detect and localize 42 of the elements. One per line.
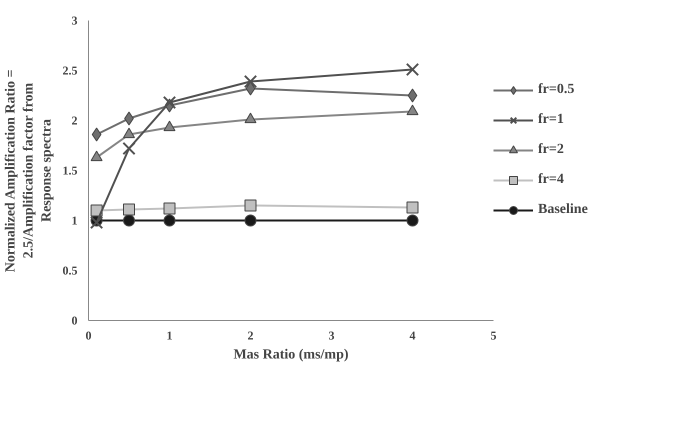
x-tick-label: 1	[166, 328, 172, 342]
x-tick-label: 4	[410, 328, 416, 342]
y-tick-label: 1	[72, 214, 78, 228]
point	[406, 62, 420, 76]
point	[164, 120, 176, 132]
point	[124, 112, 134, 126]
point	[406, 214, 418, 226]
point	[92, 128, 102, 142]
point	[246, 82, 256, 96]
point	[244, 214, 256, 226]
x-tick-label: 2	[248, 328, 254, 342]
x-tick-label: 0	[86, 328, 92, 342]
y-axis-title: Normalized Amplification Ratio = 2.5/Amplification factor from Response spectra	[4, 69, 54, 272]
point	[90, 216, 104, 230]
legend-label: fr=4	[538, 172, 564, 188]
point	[244, 74, 258, 88]
legend-label: fr=2	[538, 142, 564, 158]
point	[164, 202, 176, 214]
point	[162, 96, 176, 110]
y-tick-label: 0	[72, 314, 78, 328]
point	[122, 142, 136, 156]
legend-label: Baseline	[538, 202, 588, 218]
point	[164, 214, 176, 226]
point	[408, 88, 418, 102]
y-tick-label: 0.5	[62, 264, 78, 278]
y-tick-label: 2	[72, 114, 78, 128]
y-tick-label: 3	[72, 14, 78, 28]
point	[123, 128, 135, 138]
y-tick-label: 1.5	[62, 164, 78, 178]
point	[244, 112, 256, 124]
x-tick-label: 5	[490, 328, 496, 342]
point	[406, 202, 418, 214]
point	[244, 200, 256, 212]
x-tick-label: 3	[328, 328, 334, 342]
legend-label: fr=1	[538, 112, 564, 128]
y-tick-label: 2.5	[62, 64, 78, 78]
point	[123, 204, 135, 216]
legend-label: fr=0.5	[538, 82, 574, 98]
point	[406, 104, 418, 116]
point	[123, 214, 135, 226]
point	[90, 150, 103, 162]
x-axis-title: Mas Ratio (ms/mp)	[233, 348, 349, 362]
